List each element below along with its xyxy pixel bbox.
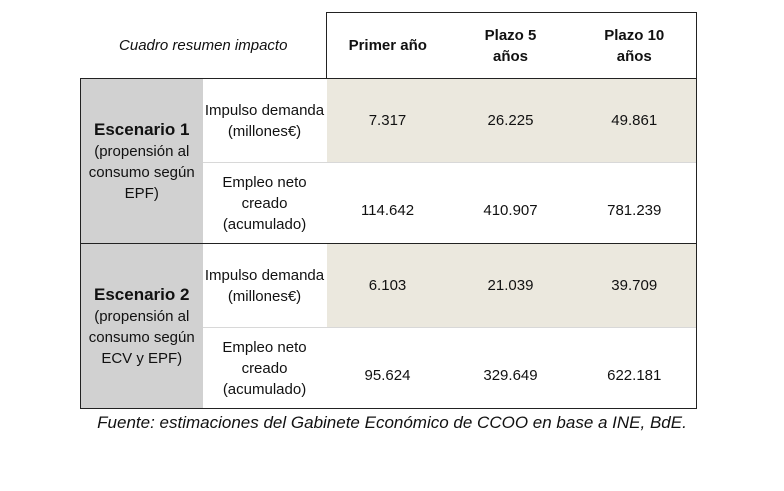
scenario-description: (propensión al consumo según ECV y EPF)	[88, 307, 195, 367]
table-cell: 114.642	[326, 162, 449, 244]
metric-label: Impulso demanda (millones€)	[202, 243, 327, 328]
table-row: Escenario 1 (propensión al consumo según…	[80, 78, 697, 244]
source-note: Fuente: estimaciones del Gabinete Económ…	[97, 413, 687, 432]
metric-label: Empleo neto creado (acumulado)	[202, 327, 327, 409]
table-cell: 21.039	[448, 243, 573, 328]
header-row: Cuadro resumen impacto Primer año Plazo …	[81, 12, 697, 79]
table-cell: 329.649	[448, 327, 573, 409]
table-cell: 49.861	[572, 78, 697, 163]
impact-summary-table: Cuadro resumen impacto Primer año Plazo …	[80, 12, 697, 409]
scenario-title: Escenario 2	[94, 284, 190, 304]
scenario-2-cell: Escenario 2 (propensión al consumo según…	[80, 243, 203, 409]
table-cell: 7.317	[326, 78, 449, 163]
column-header-plazo-10-anos: Plazo 10 años	[572, 12, 697, 79]
column-header-label: Plazo 5 años	[484, 26, 537, 65]
table-cell: 95.624	[326, 327, 449, 409]
scenario-title: Escenario 1	[94, 119, 190, 139]
metric-label: Impulso demanda (millones€)	[202, 78, 327, 163]
table-cell: 410.907	[448, 162, 573, 244]
table-row: Escenario 2 (propensión al consumo según…	[80, 243, 697, 409]
table-cell: 26.225	[448, 78, 573, 163]
table-cell: 622.181	[572, 327, 697, 409]
table-caption: Cuadro resumen impacto	[119, 36, 288, 54]
column-header-primer-ano: Primer año	[326, 12, 449, 79]
table-cell: 781.239	[572, 162, 697, 244]
table-row: Empleo neto creado (acumulado) 95.624 32…	[81, 327, 697, 409]
table-cell: 39.709	[572, 243, 697, 328]
metric-label: Empleo neto creado (acumulado)	[202, 162, 327, 244]
table-row: Empleo neto creado (acumulado) 114.642 4…	[81, 162, 697, 244]
column-header-label: Plazo 10 años	[604, 26, 665, 65]
scenario-description: (propensión al consumo según EPF)	[88, 142, 195, 202]
table-cell: 6.103	[326, 243, 449, 328]
scenario-1-cell: Escenario 1 (propensión al consumo según…	[80, 78, 203, 244]
column-header-plazo-5-anos: Plazo 5 años	[448, 12, 573, 79]
